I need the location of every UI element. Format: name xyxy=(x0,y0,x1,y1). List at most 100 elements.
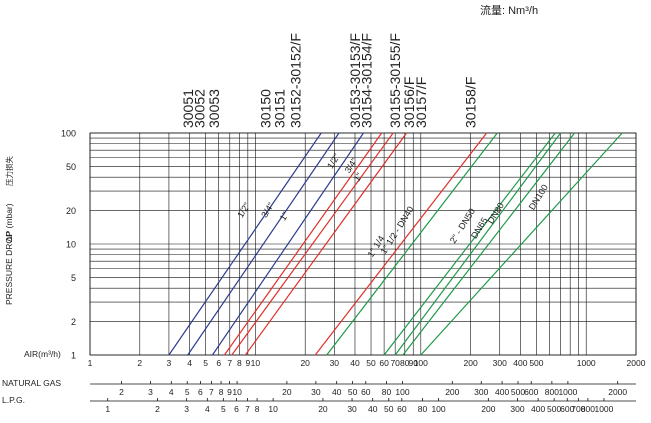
x-tick-label: 1000 xyxy=(558,387,577,397)
x-tick-label: 4 xyxy=(205,404,210,414)
x-tick-label: 5 xyxy=(203,358,208,368)
model-label: 30151 xyxy=(272,89,288,128)
x-tick-label: 2 xyxy=(137,358,142,368)
x-tick-label: 3 xyxy=(184,404,189,414)
x-tick-label: 2000 xyxy=(608,387,627,397)
x-tick-label: 50 xyxy=(348,387,358,397)
x-tick-label: 50 xyxy=(366,358,376,368)
curve-labels: 1/2" 3/4" 1"1/2" 3/4"1"1" 1/41" 1/2 - DN40 2… xyxy=(235,152,550,259)
x-tick-label: 1 xyxy=(88,358,93,368)
x-tick-label: 6 xyxy=(198,387,203,397)
x-tick-label: 8 xyxy=(255,404,260,414)
y-tick-label: 1 xyxy=(71,351,76,361)
model-label: 30156/F xyxy=(401,77,417,128)
y-axis-label: PRESSURE DROP xyxy=(4,231,14,305)
x-tick-label: 60 xyxy=(397,404,407,414)
x-tick-label: 100 xyxy=(414,358,428,368)
series-line xyxy=(314,132,488,356)
series-line xyxy=(211,132,364,356)
x-axis-name: L.P.G. xyxy=(2,395,25,405)
x-tick-label: 1 xyxy=(105,404,110,414)
model-label: 30157/F xyxy=(413,77,429,128)
x-tick-label: 500 xyxy=(529,358,543,368)
x-tick-label: 200 xyxy=(481,404,495,414)
x-tick-label: 1000 xyxy=(577,358,596,368)
series-line xyxy=(326,132,498,356)
x-tick-label: 5 xyxy=(221,404,226,414)
x-tick-label: 20 xyxy=(300,358,310,368)
x-tick-label: 2000 xyxy=(627,358,646,368)
x-tick-label: 6 xyxy=(216,358,221,368)
x-tick-label: 6 xyxy=(234,404,239,414)
model-label: 30150 xyxy=(257,89,273,128)
series-line xyxy=(402,132,576,356)
model-label: 30052 xyxy=(192,89,208,128)
series-line xyxy=(244,132,408,356)
y-axis-symbol: ΔP (mbar) xyxy=(4,203,14,242)
x-tick-label: 8 xyxy=(219,387,224,397)
x-tick-label: 300 xyxy=(493,358,507,368)
model-label: 30154-30154/F xyxy=(359,33,375,128)
y-tick-label: 2 xyxy=(71,317,76,327)
x-tick-label: 800 xyxy=(581,404,595,414)
x-tick-label: 400 xyxy=(495,387,509,397)
x-tick-label: 300 xyxy=(510,404,524,414)
x-tick-label: 600 xyxy=(524,387,538,397)
x-tick-label: 60 xyxy=(361,387,371,397)
x-tick-label: 200 xyxy=(464,358,478,368)
x-tick-label: 100 xyxy=(395,387,409,397)
x-tick-label: 9 xyxy=(245,358,250,368)
x-tick-label: 800 xyxy=(545,387,559,397)
curve-label: 3/4" xyxy=(259,201,276,220)
x-tick-label: 500 xyxy=(511,387,525,397)
series-line xyxy=(231,132,394,356)
x-tick-label: 80 xyxy=(418,404,428,414)
curve-label: 1/2" xyxy=(235,201,252,220)
model-label: 30152-30152/F xyxy=(288,33,304,128)
model-label: 30155-30155/F xyxy=(387,33,403,128)
series-line xyxy=(383,132,556,356)
x-tick-label: 30 xyxy=(330,358,340,368)
x-axis-name: NATURAL GAS xyxy=(2,378,61,388)
y-tick-label: 20 xyxy=(66,206,76,216)
x-tick-label: 60 xyxy=(379,358,389,368)
model-label: 30051 xyxy=(180,89,196,128)
x-tick-label: 2 xyxy=(155,404,160,414)
x-tick-label: 3 xyxy=(167,358,172,368)
x-tick-label: 90 xyxy=(409,358,419,368)
x-tick-label: 10 xyxy=(251,358,261,368)
flow-unit-label: 流量: Nm³/h xyxy=(480,3,538,17)
x-tick-label: 4 xyxy=(187,358,192,368)
x-tick-label: 70 xyxy=(390,358,400,368)
x-tick-label: 10 xyxy=(268,404,278,414)
x-axis-name: AIR(m³/h) xyxy=(24,349,61,359)
x-tick-label: 700 xyxy=(571,404,585,414)
x-tick-label: 30 xyxy=(347,404,357,414)
y-tick-label: 5 xyxy=(71,273,76,283)
series-lines xyxy=(168,132,623,356)
x-tick-label: 600 xyxy=(560,404,574,414)
x-tick-label: 7 xyxy=(209,387,214,397)
curve-label: DN80 xyxy=(485,201,506,226)
x-tick-label: 20 xyxy=(282,387,292,397)
x-tick-label: 5 xyxy=(185,387,190,397)
x-tick-label: 7 xyxy=(227,358,232,368)
x-tick-label: 400 xyxy=(513,358,527,368)
x-tick-label: 200 xyxy=(445,387,459,397)
x-tick-label: 300 xyxy=(474,387,488,397)
x-tick-label: 10 xyxy=(232,387,242,397)
model-label: 30053 xyxy=(206,89,222,128)
x-tick-label: 80 xyxy=(382,387,392,397)
series-line xyxy=(168,132,322,356)
curve-label: DN100 xyxy=(527,183,550,212)
y-tick-label: 50 xyxy=(66,162,76,172)
x-tick-label: 100 xyxy=(431,404,445,414)
x-tick-label: 80 xyxy=(400,358,410,368)
x-tick-label: 30 xyxy=(311,387,321,397)
x-tick-label: 9 xyxy=(227,387,232,397)
x-tick-label: 40 xyxy=(368,404,378,414)
x-tick-label: 3 xyxy=(148,387,153,397)
